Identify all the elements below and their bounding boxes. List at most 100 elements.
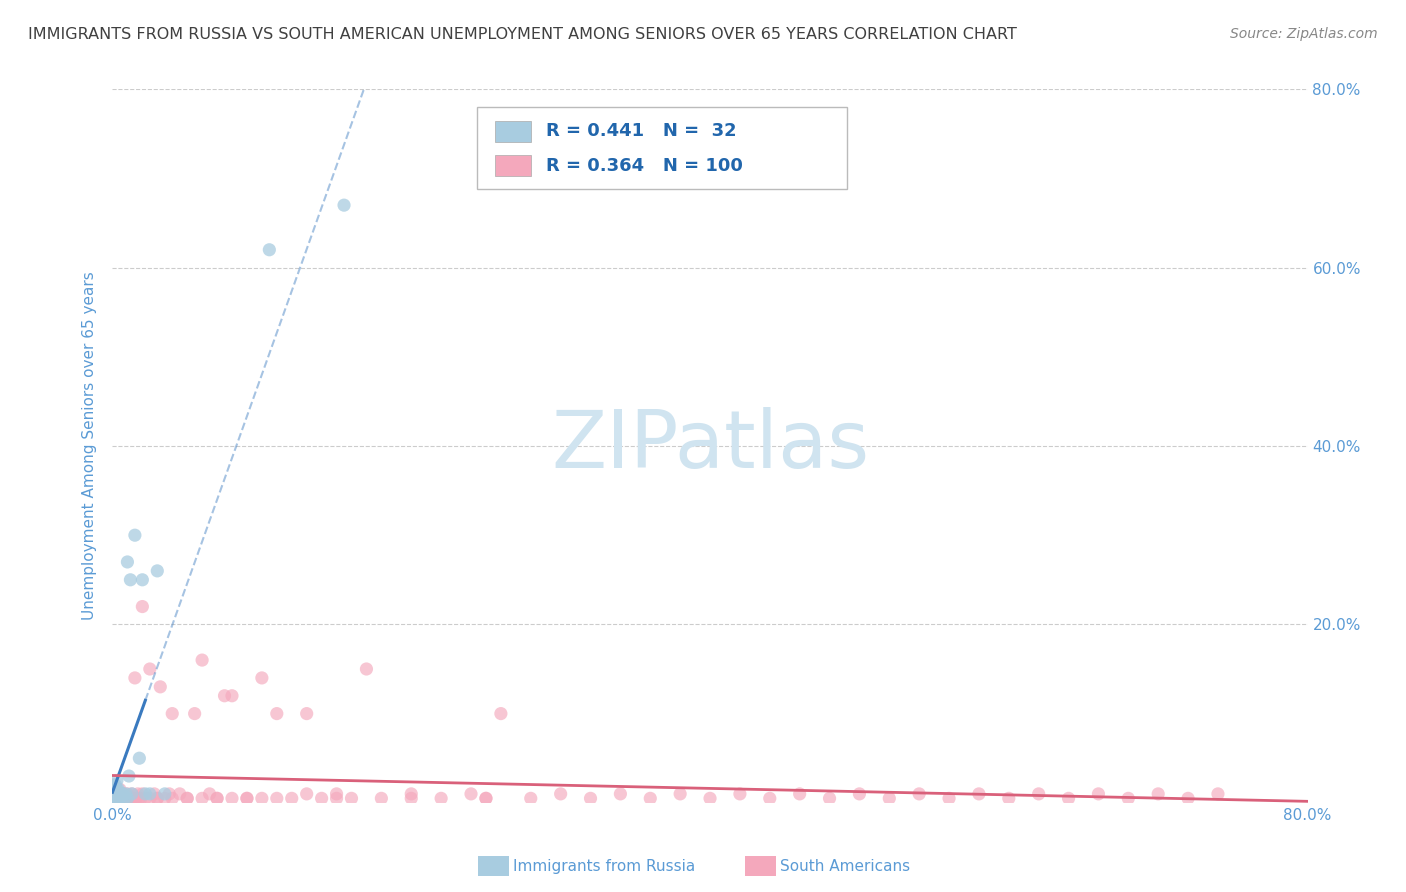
Point [118,791,141,805]
Point [103,782,125,797]
Point [104,791,127,805]
Point [221,689,243,703]
Point [191,791,214,805]
Point [401,791,423,805]
Point [120,573,142,587]
Point [340,791,363,805]
Point [221,791,243,805]
Point [157,787,180,801]
Text: ZIPatlas: ZIPatlas [551,407,869,485]
Point [110,787,132,801]
Text: R = 0.364   N = 100: R = 0.364 N = 100 [547,157,744,175]
Point [131,573,153,587]
Point [134,787,156,801]
Point [818,791,841,805]
Point [105,787,128,801]
Point [640,791,662,805]
Point [176,791,198,805]
Point [295,706,318,721]
Point [191,653,214,667]
Point [115,791,138,805]
Text: R = 0.441   N =  32: R = 0.441 N = 32 [547,122,737,140]
Point [129,791,152,805]
Point [124,671,146,685]
Point [669,787,692,801]
Point [879,791,901,805]
Point [131,787,153,801]
Point [111,791,134,805]
Point [325,787,347,801]
Point [105,791,128,805]
Point [1057,791,1080,805]
Point [550,787,572,801]
Point [205,791,228,805]
Point [789,787,811,801]
Point [967,787,990,801]
Point [250,671,273,685]
Point [699,791,721,805]
Point [117,555,139,569]
Text: IMMIGRANTS FROM RUSSIA VS SOUTH AMERICAN UNEMPLOYMENT AMONG SENIORS OVER 65 YEAR: IMMIGRANTS FROM RUSSIA VS SOUTH AMERICAN… [28,27,1017,42]
Point [108,791,131,805]
Point [198,787,221,801]
Point [131,599,153,614]
Point [214,689,236,703]
Point [124,528,146,542]
Point [162,791,183,805]
Point [103,787,125,801]
Point [103,791,125,805]
Point [848,787,870,801]
Point [370,791,392,805]
Point [105,782,128,797]
Point [139,787,162,801]
Point [128,791,150,805]
Point [124,791,146,805]
Point [120,791,142,805]
Point [609,787,631,801]
Point [105,791,128,805]
Point [143,787,166,801]
Point [236,791,259,805]
Point [266,706,288,721]
Point [475,791,498,805]
Point [153,787,176,801]
Point [110,791,132,805]
Point [115,787,138,801]
Point [1177,791,1199,805]
Point [103,787,125,801]
Point [1147,787,1170,801]
Point [103,791,125,805]
Text: Immigrants from Russia: Immigrants from Russia [513,859,696,873]
Point [401,787,423,801]
Point [121,787,143,801]
Point [104,778,127,792]
Point [153,791,176,805]
Point [250,791,273,805]
Point [117,791,139,805]
Point [169,787,191,801]
Point [111,787,134,801]
Point [139,791,162,805]
Point [110,787,132,801]
Bar [495,120,531,142]
Point [162,706,183,721]
Point [1206,787,1229,801]
Point [281,791,304,805]
Point [103,778,125,792]
Point [122,791,145,805]
Point [114,791,135,805]
Point [107,787,129,801]
Point [520,791,543,805]
Text: South Americans: South Americans [780,859,911,873]
Point [107,791,129,805]
Point [759,791,782,805]
Point [139,662,162,676]
Point [104,791,127,805]
Point [266,791,288,805]
Point [728,787,751,801]
Point [146,564,169,578]
Point [176,791,198,805]
Point [128,751,150,765]
Point [104,787,127,801]
Point [1087,787,1109,801]
